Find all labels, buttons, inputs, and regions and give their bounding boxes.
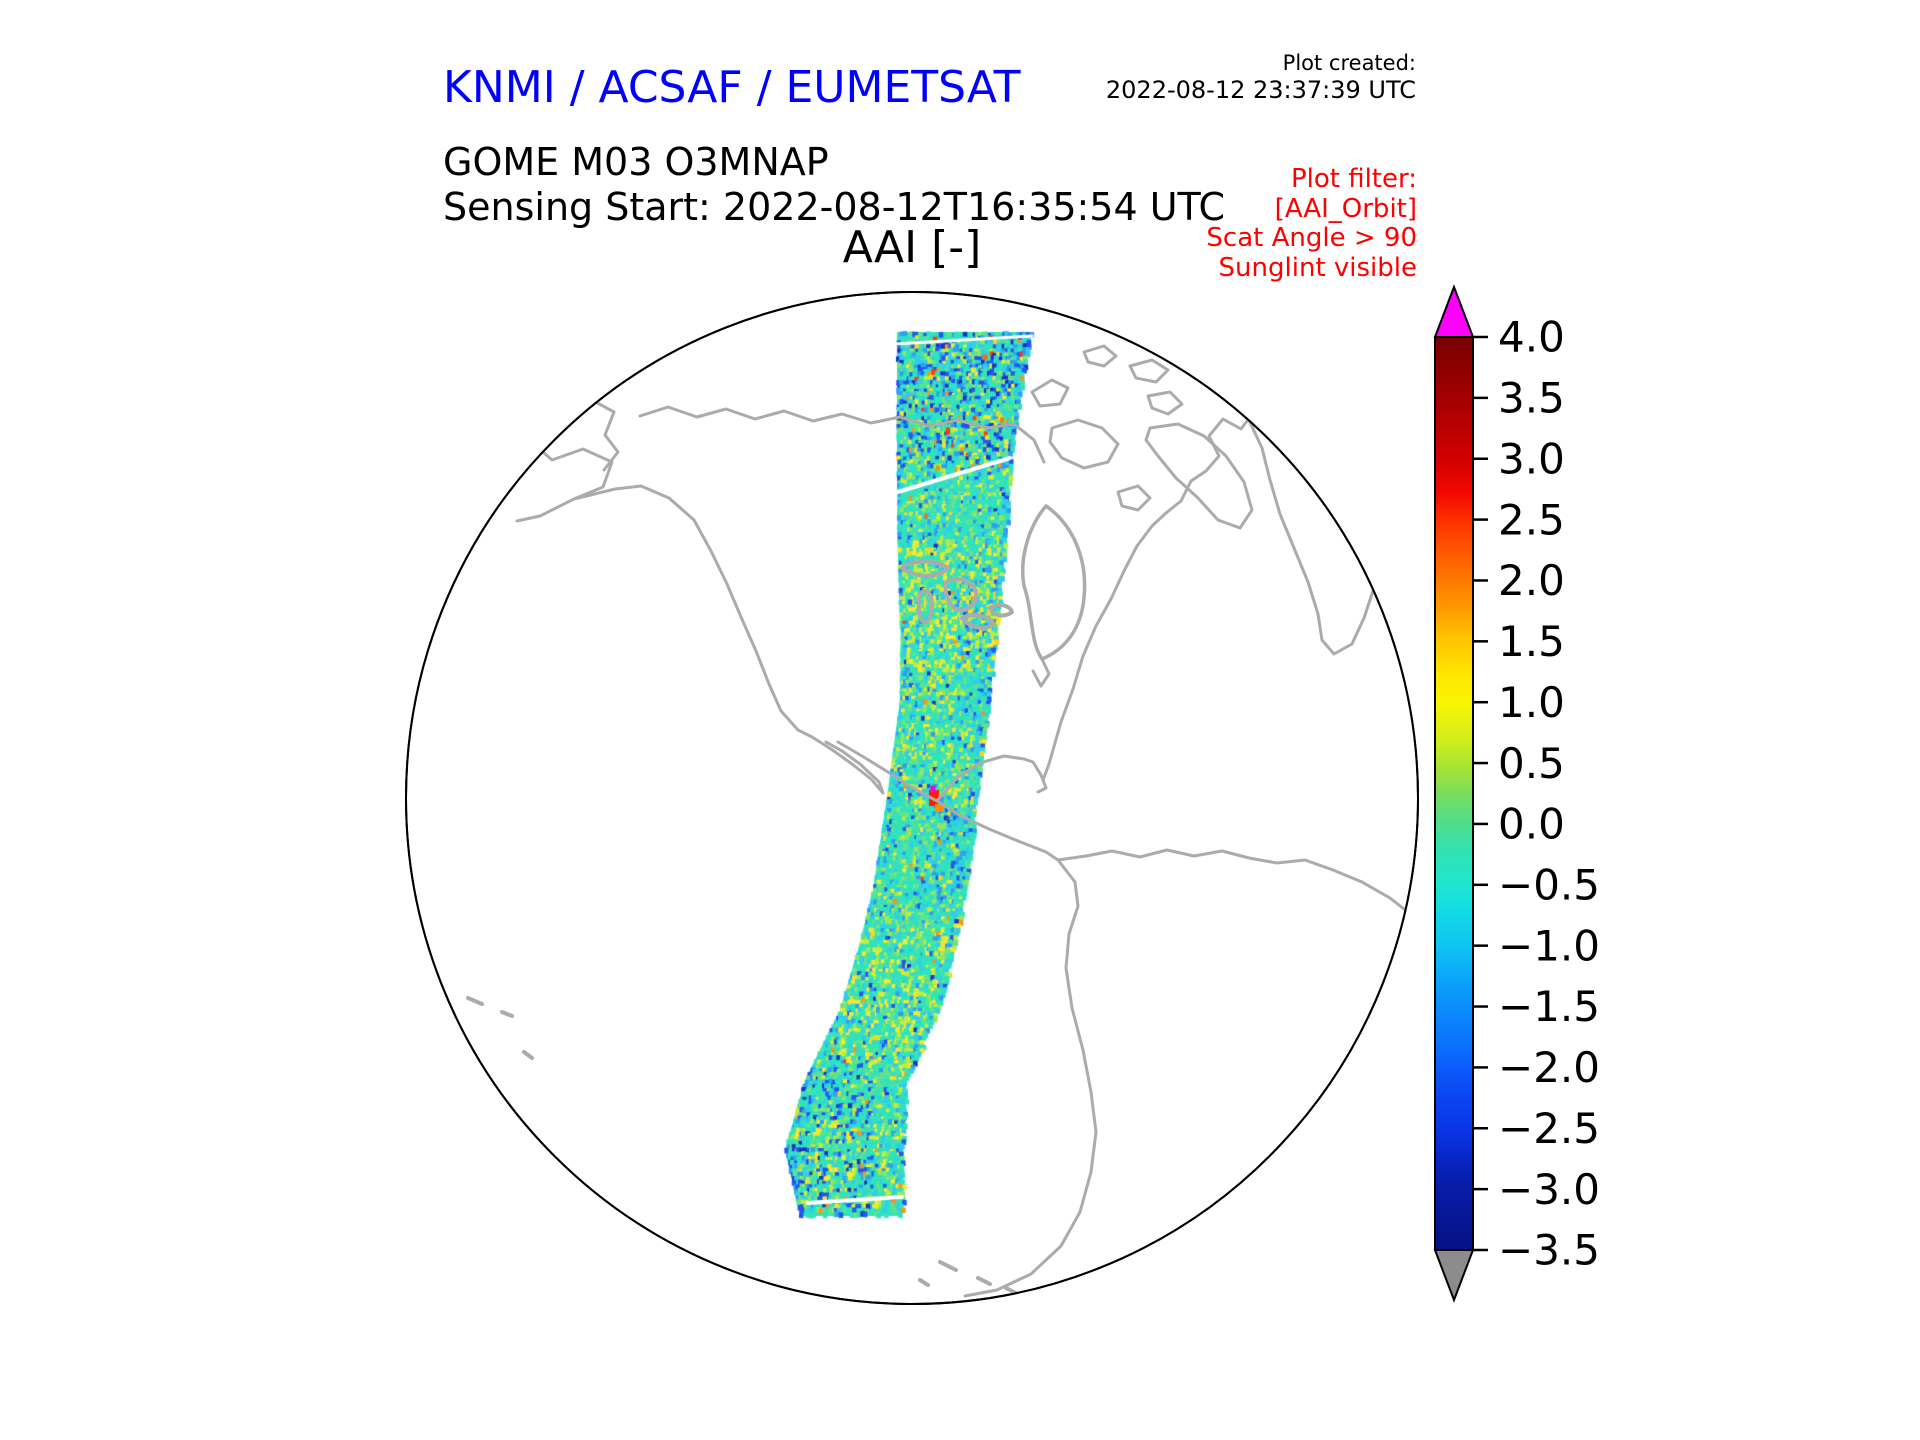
colorbar-tick-label: −3.5: [1498, 1226, 1600, 1275]
colorbar-tick-label: 0.0: [1498, 800, 1565, 849]
coastline-path: [1128, 358, 1170, 384]
colorbar-tick-label: −2.5: [1498, 1104, 1600, 1153]
map-title: AAI [-]: [842, 222, 982, 273]
coastline-path: [515, 430, 614, 523]
page-title: KNMI / ACSAF / EUMETSAT: [443, 62, 1021, 113]
colorbar-tick-label: 0.5: [1498, 739, 1565, 788]
colorbar-tick-label: 4.0: [1498, 313, 1565, 362]
colorbar-tick-label: 1.5: [1498, 617, 1565, 666]
colorbar-tick-label: 2.5: [1498, 495, 1565, 544]
filter-line-4: Sunglint visible: [1218, 252, 1417, 283]
coastline-path: [1041, 379, 1260, 782]
colorbar-tick-label: −1.0: [1498, 921, 1600, 970]
coastline-path: [810, 735, 885, 795]
coastline-path: [1146, 390, 1184, 416]
colorbar-tick-label: −0.5: [1498, 861, 1600, 910]
colorbar-tick-label: 2.0: [1498, 556, 1565, 605]
colorbar-tick-label: 3.0: [1498, 434, 1565, 483]
plot-created-timestamp: 2022-08-12 23:37:39 UTC: [1105, 76, 1416, 104]
coastline-path: [1056, 848, 1415, 918]
coastline-path: [572, 484, 814, 739]
coastline-path: [935, 754, 1048, 803]
colorbar-gradient: [1434, 336, 1474, 1251]
coastline-path: [1048, 418, 1120, 470]
coastline-path: [918, 1260, 1018, 1295]
filter-line-2: [AAI_Orbit]: [1274, 193, 1417, 224]
colorbar-tick-label: −2.0: [1498, 1043, 1600, 1092]
coastline-path: [960, 613, 996, 630]
product-name: GOME M03 O3MNAP: [443, 140, 829, 184]
coastline-path: [602, 410, 620, 472]
coastline-path: [638, 405, 1046, 464]
coastline-path: [1144, 422, 1254, 530]
colorbar-tick-label: 3.5: [1498, 374, 1565, 423]
coastline-path: [1202, 374, 1400, 656]
sensing-start: Sensing Start: 2022-08-12T16:35:54 UTC: [443, 185, 1226, 229]
coastline-path: [1030, 378, 1070, 408]
colorbar-tick-label: −3.0: [1498, 1165, 1600, 1214]
coastline-path: [943, 577, 979, 613]
colorbar-tick-label: 1.0: [1498, 678, 1565, 727]
filter-line-3: Scat Angle > 90: [1206, 223, 1417, 253]
plot-created-label: Plot created:: [1282, 51, 1416, 75]
filter-line-1: Plot filter:: [1290, 164, 1417, 194]
colorbar-over-arrow: [1433, 284, 1475, 338]
coastline-path: [1116, 484, 1152, 512]
plot-filter-block: Plot filter: [AAI_Orbit] Scat Angle > 90…: [1206, 164, 1417, 283]
colorbar-under-arrow: [1433, 1249, 1475, 1303]
coastline-path: [1082, 344, 1118, 368]
coastline-path: [988, 603, 1014, 618]
coastline-path: [916, 589, 934, 624]
coastline-path: [900, 559, 950, 578]
plot-created-block: Plot created: 2022-08-12 23:37:39 UTC: [1106, 50, 1416, 105]
globe-rim: [405, 291, 1419, 1305]
coastline-path: [1031, 657, 1051, 688]
coastline-path: [963, 858, 1098, 1298]
colorbar-tick-label: −1.5: [1498, 982, 1600, 1031]
